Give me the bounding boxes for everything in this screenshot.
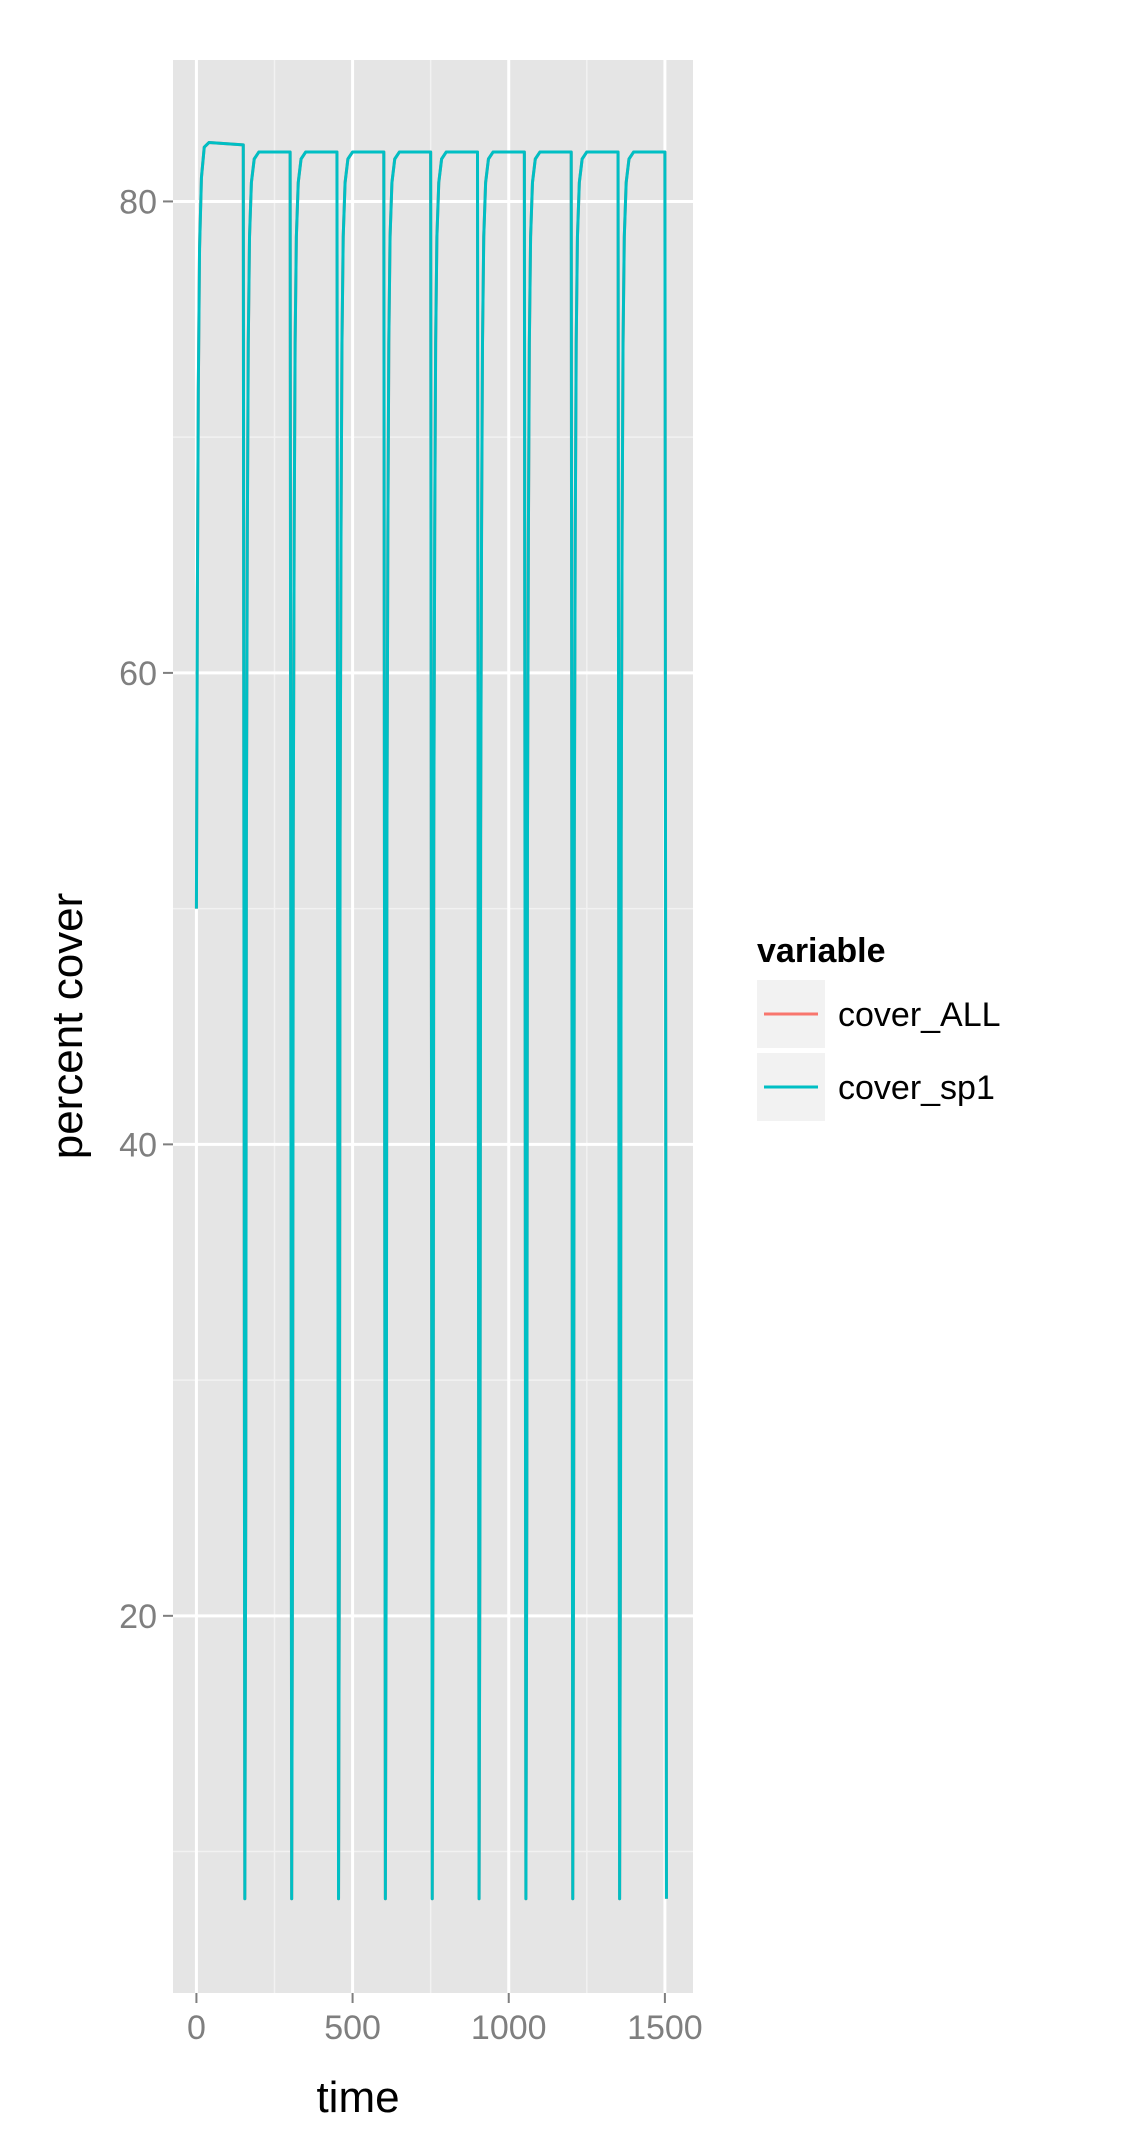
y-tick-label: 60	[119, 655, 157, 693]
y-tick-label: 80	[119, 183, 157, 221]
legend-entry-cover-sp1: cover_sp1	[757, 1053, 995, 1121]
series-layer	[194, 141, 668, 1901]
y-tick-label: 40	[119, 1126, 157, 1164]
x-tick-label: 0	[187, 2009, 206, 2047]
x-tick-label: 1500	[627, 2009, 703, 2047]
x-axis: 0 500 1000 1500	[187, 1993, 703, 2047]
x-axis-title: time	[316, 2073, 399, 2122]
x-tick-label: 500	[324, 2009, 381, 2047]
legend-title: variable	[757, 932, 886, 970]
x-tick-label: 1000	[471, 2009, 547, 2047]
y-tick-label: 20	[119, 1598, 157, 1636]
legend-label-cover-all: cover_ALL	[838, 996, 1001, 1034]
legend: variable cover_ALL cover_sp1	[757, 932, 1001, 1121]
legend-label-cover-sp1: cover_sp1	[838, 1069, 995, 1107]
y-axis: 20 40 60 80	[119, 183, 173, 1636]
y-axis-title: percent cover	[43, 893, 92, 1160]
series-line-cover-sp1	[194, 141, 668, 1901]
legend-entry-cover-all: cover_ALL	[757, 980, 1001, 1048]
